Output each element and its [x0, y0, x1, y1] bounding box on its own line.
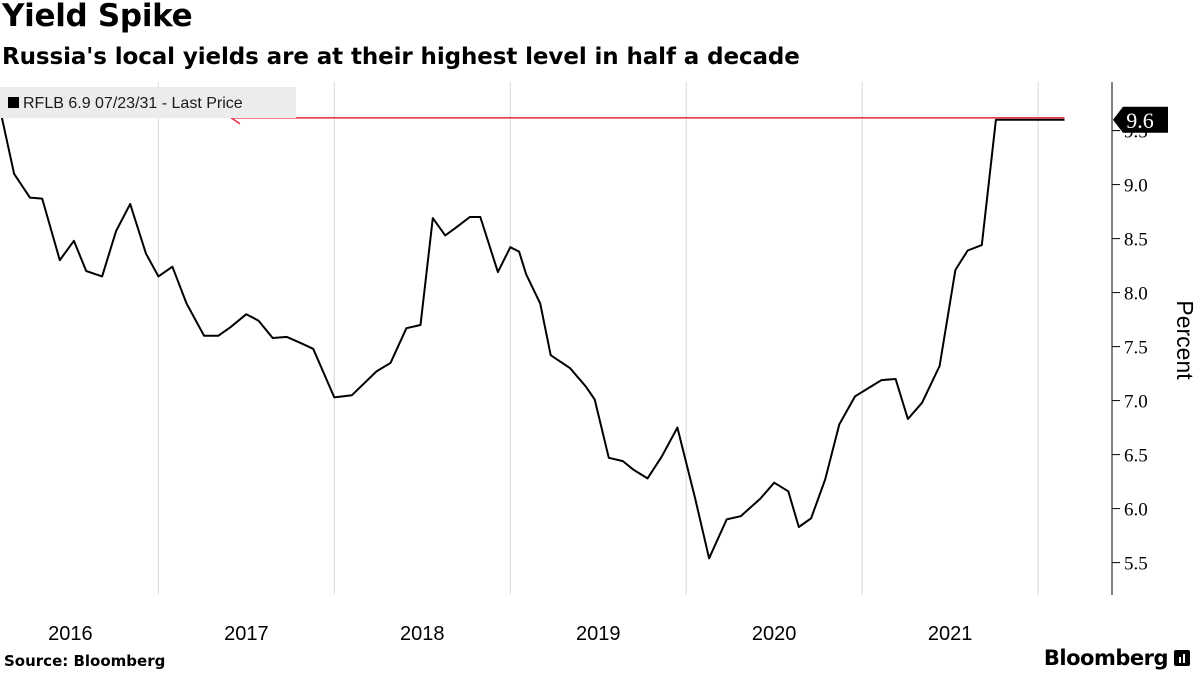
grid-lines: [157, 82, 1039, 595]
brand-logo: Bloomberg: [1044, 646, 1190, 670]
y-tick-label: 5.5: [1124, 554, 1148, 575]
annotation-layer: RFLB 6.9 07/23/31 - Last Price 9.6: [0, 87, 1168, 133]
y-axis-title: Percent: [1172, 300, 1198, 380]
legend: RFLB 6.9 07/23/31 - Last Price: [0, 87, 296, 118]
y-tick-label: 7.5: [1124, 338, 1148, 359]
x-tick-label: 2021: [928, 623, 973, 645]
y-tick-label: 9.0: [1124, 176, 1148, 197]
y-tick-label: 8.5: [1124, 230, 1148, 251]
callout-label: 9.6: [1126, 108, 1154, 133]
source-note: Source: Bloomberg: [4, 652, 166, 670]
y-tick-label: 6.5: [1124, 446, 1148, 467]
y-tick-label: 8.0: [1124, 284, 1148, 305]
x-tick-label: 2020: [752, 623, 797, 645]
y-tick-label: 7.0: [1124, 392, 1148, 413]
x-tick-label: 2018: [400, 623, 445, 645]
legend-background: [0, 87, 296, 118]
chart-subtitle: Russia's local yields are at their highe…: [2, 44, 800, 70]
chart-title: Yield Spike: [2, 0, 193, 34]
callout-box: [1113, 106, 1168, 133]
brand-name: Bloomberg: [1043, 646, 1169, 670]
legend-swatch: [8, 97, 19, 108]
x-tick-label: 2019: [576, 623, 621, 645]
x-axis: 2016 2017 2018 2019 2020 2021: [48, 623, 972, 645]
x-tick-label: 2017: [224, 623, 269, 645]
y-axis: 5.56.06.57.07.58.08.59.09.5Percent: [1111, 82, 1198, 595]
bar-chart-icon: [1174, 650, 1190, 666]
last-value-callout: 9.6: [1113, 106, 1168, 133]
series-line: [0, 108, 1065, 560]
x-tick-label: 2016: [48, 623, 93, 645]
y-tick-label: 6.0: [1124, 500, 1148, 521]
series-layer: [0, 108, 1065, 560]
legend-label: RFLB 6.9 07/23/31 - Last Price: [23, 95, 243, 112]
